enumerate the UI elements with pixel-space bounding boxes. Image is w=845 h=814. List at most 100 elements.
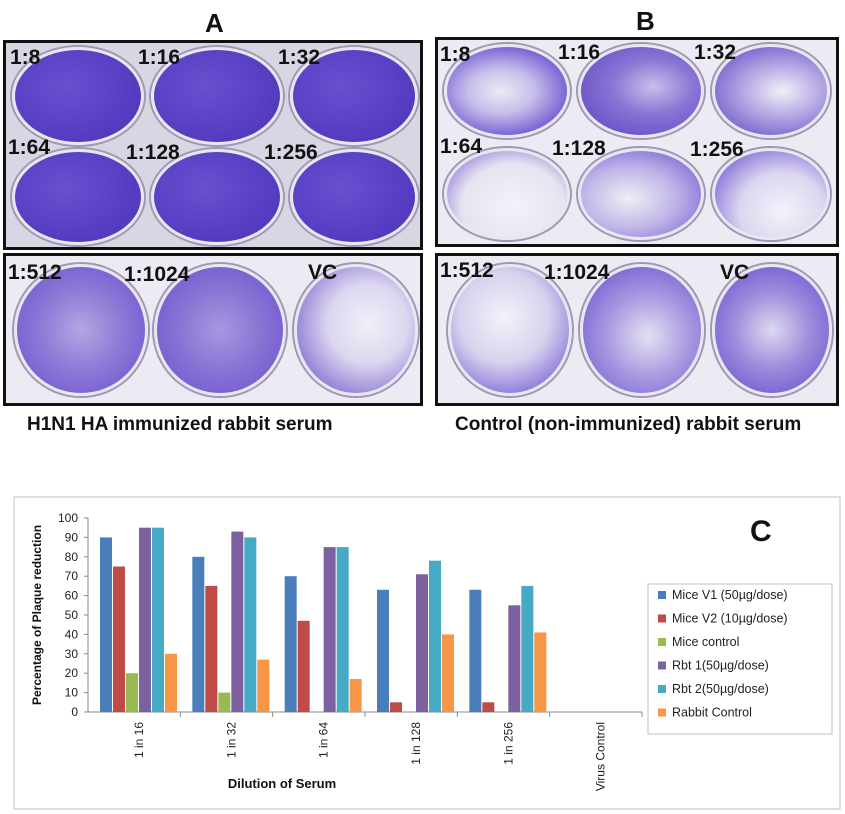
dilution-label: VC	[720, 261, 750, 284]
bar	[323, 547, 336, 712]
x-axis: 1 in 16 1 in 32 1 in 64 1 in 128 1 in 256 Vir…	[132, 712, 643, 791]
well	[444, 148, 570, 240]
y-tick-label: 90	[65, 530, 79, 544]
panel-a-letter: A	[205, 8, 224, 38]
bar	[521, 585, 534, 712]
bar	[336, 547, 349, 712]
bar	[534, 632, 547, 712]
legend-swatch	[658, 591, 666, 599]
y-tick-label: 60	[65, 589, 79, 603]
bar	[508, 605, 521, 712]
legend-entry: Rbt 1(50µg/dose)	[672, 659, 769, 673]
bar	[284, 576, 297, 712]
chart-letter: C	[750, 515, 772, 548]
bar	[257, 659, 270, 712]
x-tick-label: 1 in 32	[224, 722, 238, 758]
legend: Mice V1 (50µg/dose) Mice V2 (10µg/dose) Mi…	[647, 583, 833, 735]
dilution-label: VC	[308, 261, 338, 284]
y-axis-title: Percentage of Plaque reduction	[30, 525, 44, 705]
panel-a-plate-top: 1:8 1:16 1:32 1:64 1:128 1:256	[3, 40, 423, 250]
well	[151, 149, 283, 245]
bar	[218, 692, 231, 712]
bar	[377, 589, 389, 712]
panel-b-plate-bottom: 1:512 1:1024 VC	[435, 253, 839, 406]
dilution-label: 1:64	[8, 136, 51, 159]
legend-swatch	[658, 685, 666, 693]
y-tick-label: 40	[65, 627, 79, 641]
dilution-label: 1:512	[8, 261, 62, 284]
well	[151, 47, 283, 145]
bar	[297, 620, 310, 712]
dilution-label: 1:512	[440, 259, 494, 282]
dilution-label: 1:128	[126, 141, 180, 164]
dilution-label: 1:16	[558, 41, 601, 64]
legend-entry: Rbt 2(50µg/dose)	[672, 682, 769, 696]
bar	[244, 537, 257, 712]
y-tick-label: 0	[71, 705, 78, 719]
well	[12, 47, 144, 145]
dilution-label: 1:256	[690, 138, 744, 161]
legend-entry: Mice V1 (50µg/dose)	[672, 588, 788, 602]
well	[12, 149, 144, 245]
well	[294, 264, 418, 396]
panel-b-caption: Control (non-immunized) rabbit serum	[455, 414, 802, 435]
y-tick-label: 10	[65, 686, 79, 700]
well	[448, 264, 572, 396]
dilution-label: 1:32	[278, 46, 321, 69]
well	[578, 44, 704, 138]
bar	[113, 566, 125, 712]
bar	[482, 702, 495, 712]
dilution-label: 1:8	[440, 43, 471, 66]
well	[580, 264, 704, 396]
bar	[165, 653, 177, 712]
well	[444, 44, 570, 138]
legend-swatch	[658, 661, 666, 670]
bar	[192, 556, 205, 712]
bar	[429, 560, 441, 712]
dilution-label: 1:1024	[544, 261, 610, 284]
legend-entry: Mice V2 (10µg/dose)	[672, 612, 788, 626]
well	[154, 264, 286, 396]
well	[712, 44, 830, 138]
legend-swatch	[658, 614, 666, 623]
x-tick-label: 1 in 16	[132, 722, 146, 758]
y-tick-label: 100	[58, 511, 78, 525]
panel-a-plate-bottom: 1:512 1:1024 VC	[3, 253, 423, 406]
legend-entry: Rabbit Control	[672, 706, 752, 720]
well	[290, 149, 418, 245]
y-tick-label: 20	[65, 666, 79, 680]
bar	[231, 531, 244, 712]
well	[290, 47, 418, 145]
legend-entry: Mice control	[672, 635, 739, 649]
well	[14, 264, 148, 396]
panel-b-plate-top: 1:8 1:16 1:32 1:64 1:128 1:256	[435, 37, 839, 247]
panel-b-letter: B	[636, 6, 655, 36]
bar	[126, 673, 138, 712]
x-tick-label: 1 in 128	[409, 722, 423, 765]
y-tick-label: 80	[65, 550, 79, 564]
legend-swatch	[658, 638, 666, 646]
legend-frame	[647, 583, 833, 735]
dilution-label: 1:1024	[124, 263, 190, 286]
bar	[152, 527, 164, 712]
dilution-label: 1:128	[552, 137, 606, 160]
bar	[469, 589, 482, 712]
x-axis-title: Dilution of Serum	[228, 776, 336, 791]
dilution-label: 1:32	[694, 41, 737, 64]
y-tick-label: 70	[65, 569, 79, 583]
dilution-label: 1:16	[138, 46, 181, 69]
dilution-label: 1:64	[440, 135, 483, 158]
dilution-label: 1:8	[10, 46, 41, 69]
bar	[100, 537, 112, 712]
x-tick-label: 1 in 256	[501, 722, 515, 765]
y-tick-label: 30	[65, 647, 79, 661]
x-tick-label: Virus Control	[594, 722, 608, 791]
panel-a-caption: H1N1 HA immunized rabbit serum	[27, 414, 333, 435]
dilution-label: 1:256	[264, 141, 318, 164]
y-tick-label: 50	[65, 608, 79, 622]
bar	[416, 574, 428, 712]
well	[712, 148, 830, 240]
bar	[205, 585, 218, 712]
bar	[390, 702, 402, 712]
